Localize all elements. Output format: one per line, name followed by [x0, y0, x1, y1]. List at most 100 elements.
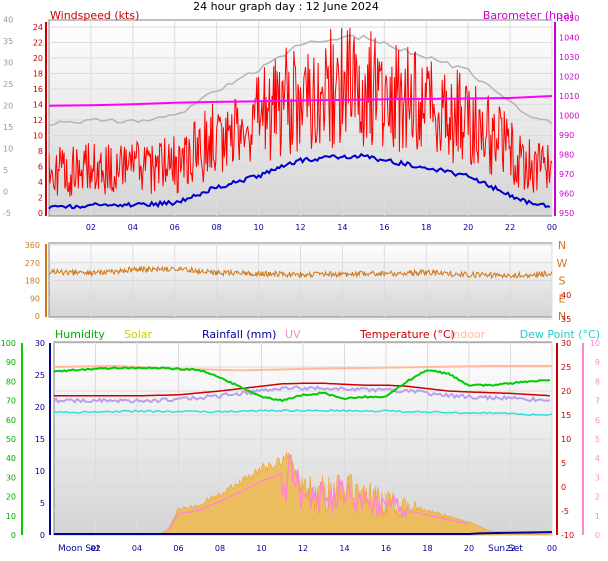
temperature-tick-label: 30: [561, 339, 571, 348]
humidity-tick-label: 20: [6, 493, 16, 502]
compass-label: W: [557, 257, 568, 270]
climate-x-tick-label: 02: [90, 544, 100, 553]
climate-x-tick-label: 20: [464, 544, 474, 553]
rain-tick-label: 20: [35, 403, 45, 412]
wind-direction-line: [48, 265, 553, 280]
gust-tick-label: 25: [3, 80, 13, 89]
uv-tick-label: 4: [595, 454, 600, 463]
rain-tick-label: 10: [35, 467, 45, 476]
uv-tick-label: 5: [595, 435, 600, 444]
temperature-tick-label: 0: [561, 483, 566, 492]
wind-x-tick-label: 18: [421, 223, 431, 232]
barometer-tick-label: 1000: [559, 112, 579, 121]
gust-tick-label: 0: [3, 188, 8, 197]
climate-x-tick-label: 06: [173, 544, 183, 553]
climate-x-tick-label: 18: [422, 544, 432, 553]
uv-tick-label: 7: [595, 397, 600, 406]
temperature-tick-label: 35: [561, 315, 571, 324]
humidity-tick-label: 70: [6, 397, 16, 406]
gust-tick-label: 10: [3, 145, 13, 154]
wind-x-tick-label: 14: [337, 223, 347, 232]
direction-tick-label: 90: [30, 294, 40, 303]
wind-tick-label: 0: [38, 209, 43, 218]
climate-x-tick-label: 14: [339, 544, 349, 553]
gust-tick-label: 5: [3, 166, 8, 175]
wind-x-tick-label: 00: [547, 223, 557, 232]
climate-x-tick-label: 08: [215, 544, 225, 553]
barometer-tick-label: 970: [559, 170, 574, 179]
direction-tick-label: 180: [25, 277, 40, 286]
wind-tick-label: 24: [33, 23, 43, 32]
wind-x-tick-label: 10: [253, 223, 263, 232]
legend-uv: UV: [285, 328, 301, 341]
rain-tick-label: 0: [40, 531, 45, 540]
wind-series: [48, 27, 553, 210]
climate-x-tick-label: 04: [132, 544, 142, 553]
wind-tick-label: 6: [38, 163, 43, 172]
barometer-tick-label: 980: [559, 151, 574, 160]
rain-tick-label: 25: [35, 371, 45, 380]
uv-tick-label: 3: [595, 473, 600, 482]
direction-tick-label: 0: [35, 312, 40, 321]
barometer-line: [48, 95, 553, 107]
wind-x-tick-label: 16: [379, 223, 389, 232]
legend-humidity: Humidity: [55, 328, 105, 341]
wind-tick-labels: 2422201816141210864204035302520151050-51…: [3, 14, 579, 232]
barometer-tick-label: 1030: [559, 53, 579, 62]
climate-x-tick-label: 22: [505, 544, 515, 553]
climate-panel: Humidity Solar Rainfall (mm) UV Temperat…: [1, 291, 600, 554]
uv-tick-label: 10: [590, 339, 600, 348]
uv-tick-label: 1: [595, 512, 600, 521]
climate-x-tick-label: 00: [547, 544, 557, 553]
wind-x-tick-label: 04: [128, 223, 138, 232]
temperature-line: [54, 382, 550, 397]
wind-tick-label: 18: [33, 70, 43, 79]
compass-label: N: [558, 239, 566, 252]
direction-gridlines: [49, 243, 553, 317]
wind-x-tick-label: 08: [212, 223, 222, 232]
uv-tick-label: 6: [595, 416, 600, 425]
rainfall-line: [54, 531, 553, 535]
humidity-tick-label: 100: [1, 339, 16, 348]
humidity-tick-label: 90: [6, 358, 16, 367]
direction-tick-label: 270: [25, 259, 40, 268]
barometer-tick-label: 990: [559, 131, 574, 140]
wind-x-tick-label: 20: [463, 223, 473, 232]
chart-title: 24 hour graph day : 12 June 2024: [193, 0, 379, 13]
barometer-axis-label: Barometer (hpa): [483, 9, 574, 22]
humidity-line: [53, 366, 551, 403]
gust-tick-label: 20: [3, 102, 13, 111]
legend-dew-point: Dew Point (°C): [520, 328, 600, 341]
temperature-tick-label: -10: [561, 531, 574, 540]
barometer-tick-label: 1040: [559, 34, 579, 43]
direction-tick-label: 360: [25, 241, 40, 250]
gust-tick-label: -5: [3, 209, 11, 218]
temperature-tick-label: 25: [561, 363, 571, 372]
barometer-tick-label: 960: [559, 190, 574, 199]
wind-tick-label: 16: [33, 85, 43, 94]
compass-label: E: [559, 292, 566, 305]
legend-rainfall: Rainfall (mm): [202, 328, 276, 341]
gust-tick-label: 15: [3, 123, 13, 132]
gust-tick-label: 35: [3, 37, 13, 46]
temperature-halo-line: [53, 385, 551, 404]
rain-tick-label: 30: [35, 339, 45, 348]
temperature-tick-label: 15: [561, 411, 571, 420]
sun-set-label: Sun Set: [488, 544, 523, 554]
legend-temperature: Temperature (°C): [359, 328, 455, 341]
wind-average-line: [48, 152, 551, 210]
uv-tick-label: 8: [595, 377, 600, 386]
climate-x-tick-label: 12: [298, 544, 308, 553]
legend-indoor: Indoor: [450, 328, 486, 341]
wind-tick-label: 8: [38, 147, 43, 156]
wind-tick-label: 2: [38, 194, 43, 203]
wind-axis-label: Windspeed (kts): [50, 9, 139, 22]
wind-tick-label: 20: [33, 54, 43, 63]
moon-set-label: Moon Set: [58, 544, 101, 554]
temperature-tick-label: 20: [561, 387, 571, 396]
compass-label: S: [559, 275, 566, 288]
humidity-tick-label: 60: [6, 416, 16, 425]
